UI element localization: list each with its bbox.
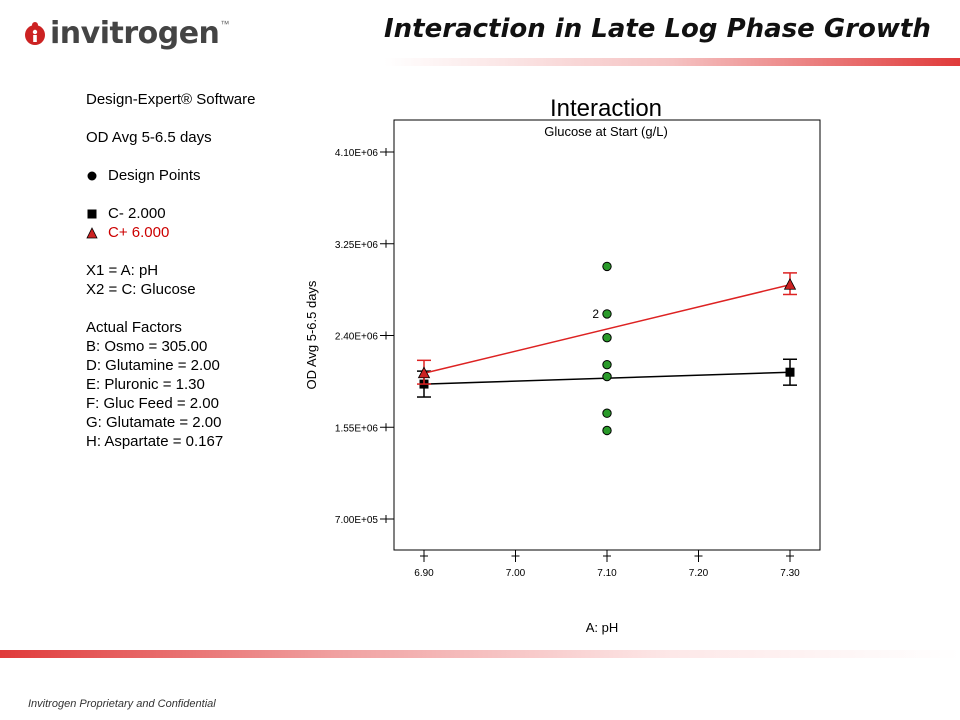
triangle-marker-icon — [86, 226, 98, 238]
design-point — [602, 332, 612, 343]
footer-text: Invitrogen Proprietary and Confidential — [28, 698, 216, 710]
legend-design-points: Design Points — [86, 166, 255, 185]
y-tick-label: 1.55E+06 — [335, 423, 379, 434]
y-tick-label: 4.10E+06 — [335, 148, 379, 159]
footer-band — [0, 650, 960, 658]
x-tick-label: 6.90 — [414, 568, 434, 579]
series-line — [423, 284, 791, 375]
legend-x2: X2 = C: Glucose — [86, 281, 196, 298]
design-point — [602, 309, 612, 319]
logo-text: invitrogen — [50, 16, 220, 51]
design-point-icon — [87, 171, 97, 180]
legend-c-minus: C- 2.000 — [86, 204, 255, 223]
legend-factor: F: Gluc Feed = 2.00 — [86, 395, 219, 412]
chart-legend-panel: Design-Expert® Software OD Avg 5-6.5 day… — [86, 90, 255, 451]
logo-mark-icon — [25, 21, 45, 45]
legend-design-points-label: Design Points — [108, 167, 201, 184]
legend-c-plus-label: C+ 6.000 — [108, 224, 170, 241]
chart-subtitle: Glucose at Start (g/L) — [544, 124, 668, 139]
x-axis-label: A: pH — [586, 620, 619, 635]
square-marker-icon — [87, 209, 97, 218]
design-point — [602, 359, 612, 370]
design-point — [602, 261, 612, 272]
x-tick-label: 7.20 — [689, 568, 709, 579]
legend-c-plus: C+ 6.000 — [86, 223, 255, 242]
chart-title: Interaction — [550, 95, 662, 122]
x-tick-label: 7.00 — [506, 568, 526, 579]
design-point — [602, 408, 612, 418]
triangle-marker — [783, 277, 797, 290]
legend-c-minus-label: C- 2.000 — [108, 205, 166, 222]
x-tick-label: 7.30 — [780, 568, 800, 579]
design-point — [602, 371, 612, 382]
slide-title: Interaction in Late Log Phase Growth — [384, 14, 931, 44]
y-tick-label: 2.40E+06 — [335, 332, 379, 343]
legend-actual-factors-heading: Actual Factors — [86, 319, 182, 336]
legend-factor: E: Pluronic = 1.30 — [86, 376, 205, 393]
y-tick-label: 3.25E+06 — [335, 240, 379, 251]
header-band — [0, 58, 960, 66]
design-point — [602, 425, 612, 436]
legend-x1: X1 = A: pH — [86, 262, 159, 279]
legend-response: OD Avg 5-6.5 days — [86, 129, 212, 146]
y-tick-label: 7.00E+05 — [335, 515, 379, 526]
legend-factor: G: Glutamate = 2.00 — [86, 414, 222, 431]
logo-trademark: ™ — [220, 18, 230, 29]
design-point-label: 2 — [592, 307, 599, 321]
square-marker — [785, 367, 795, 377]
triangle-marker — [417, 366, 431, 379]
legend-factor: D: Glutamine = 2.00 — [86, 357, 220, 374]
legend-factor: B: Osmo = 305.00 — [86, 338, 208, 355]
invitrogen-logo: invitrogen ™ — [24, 16, 229, 51]
y-axis-label: OD Avg 5-6.5 days — [304, 280, 319, 389]
legend-software: Design-Expert® Software — [86, 91, 256, 108]
legend-factor: H: Aspartate = 0.167 — [86, 433, 224, 450]
x-tick-label: 7.10 — [597, 568, 617, 579]
